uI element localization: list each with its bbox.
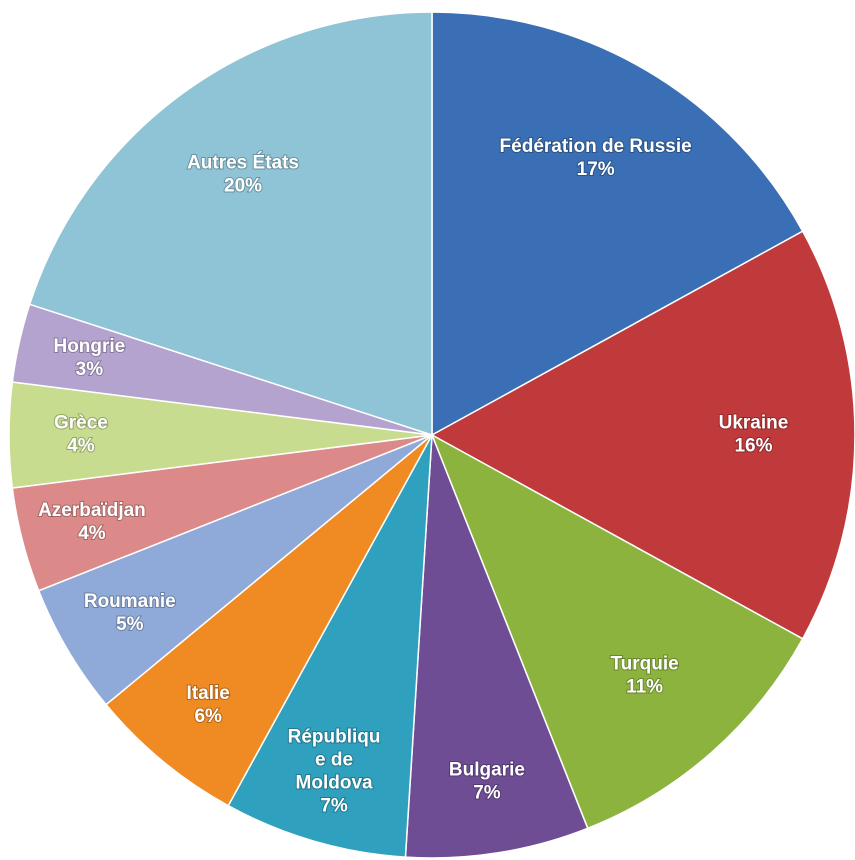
pie-slice [431, 11, 804, 437]
slice-label: Roumanie [84, 591, 176, 612]
slice-label: Ukraine [719, 413, 789, 434]
slice-label: Fédération de Russie [500, 136, 692, 157]
slice-label: Républiqu e de Moldova [288, 727, 381, 794]
slice-value-label: 11% [626, 677, 663, 698]
pie-slice [430, 433, 804, 830]
pie-slice [227, 434, 433, 858]
pie-slice [404, 434, 589, 859]
slice-value-label: 20% [224, 175, 262, 196]
slice-label: Grèce [54, 413, 108, 434]
slice-value-label: 5% [116, 614, 144, 635]
slice-label: Autres États [187, 151, 299, 173]
slice-value-label: 4% [67, 436, 95, 457]
slice-value-label: 16% [734, 436, 772, 457]
pie-slice [105, 434, 433, 807]
slice-label: Italie [187, 683, 230, 704]
slice-label: Azerbaïdjan [38, 500, 146, 521]
slice-value-label: 6% [194, 706, 222, 727]
slice-label: Hongrie [53, 336, 125, 357]
slice-value-label: 7% [473, 782, 501, 803]
slice-label: Turquie [610, 654, 678, 675]
slice-value-label: 17% [577, 159, 615, 180]
slice-value-label: 3% [76, 359, 104, 380]
slice-value-label: 4% [78, 523, 106, 544]
slice-label: Bulgarie [449, 759, 525, 780]
pie-slice [28, 11, 433, 437]
slice-value-label: 7% [320, 796, 348, 817]
